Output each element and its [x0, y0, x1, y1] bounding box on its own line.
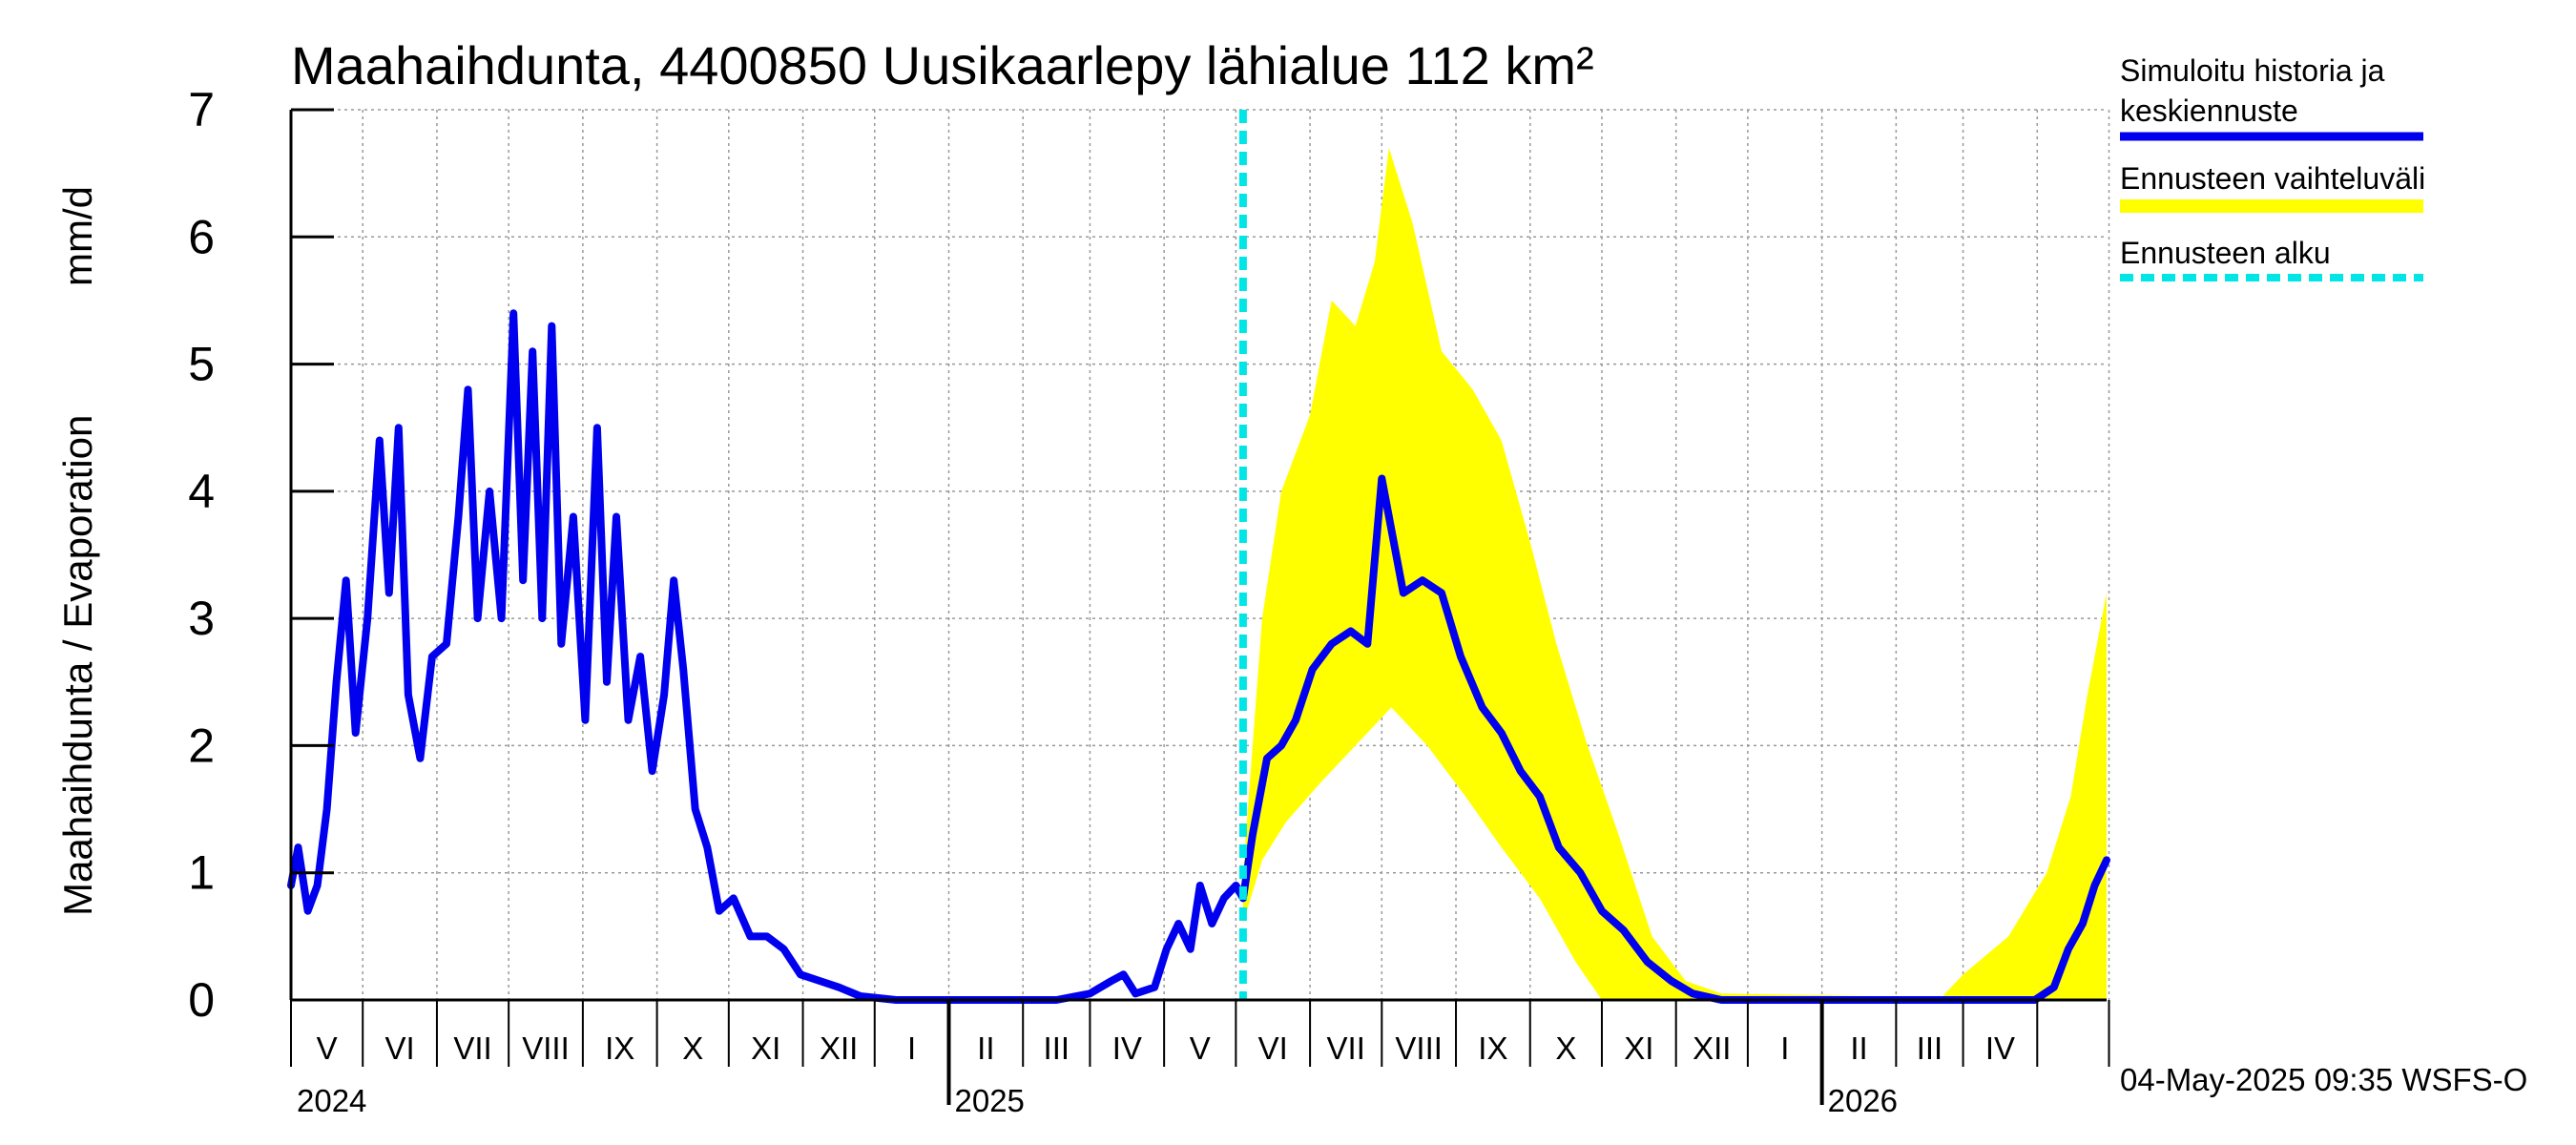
y-tick-label: 0	[188, 973, 215, 1027]
timestamp-footer: 04-May-2025 09:35 WSFS-O	[2120, 1062, 2527, 1097]
month-label: XI	[751, 1030, 780, 1066]
plot-frame	[289, 110, 2107, 1002]
y-tick-label: 7	[188, 83, 215, 136]
month-label: IX	[1478, 1030, 1507, 1066]
legend-label: keskiennuste	[2120, 94, 2298, 128]
year-label: 2026	[1828, 1083, 1898, 1118]
legend-label: Ennusteen alku	[2120, 236, 2331, 270]
y-axis-label: Maahaihdunta / Evaporation	[55, 415, 100, 916]
month-label: XII	[1693, 1030, 1731, 1066]
month-label: IV	[1112, 1030, 1142, 1066]
year-label: 2024	[297, 1083, 366, 1118]
month-label: VII	[453, 1030, 491, 1066]
month-label: X	[682, 1030, 703, 1066]
month-label: IX	[605, 1030, 634, 1066]
series-line	[287, 309, 2110, 1004]
month-label: II	[1850, 1030, 1867, 1066]
year-label: 2025	[954, 1083, 1024, 1118]
x-axis: V VI VII VIII IX X XI XII I II III IV V VI VII VIII IX X X…	[290, 1000, 2110, 1118]
legend: Simuloitu historia ja keskiennuste Ennuste…	[2120, 53, 2425, 281]
forecast-band	[1242, 148, 2107, 1000]
month-label: XII	[820, 1030, 858, 1066]
month-label: II	[977, 1030, 994, 1066]
month-label: III	[1044, 1030, 1070, 1066]
y-axis-unit: mm/d	[55, 186, 100, 286]
month-label: IV	[1985, 1030, 2015, 1066]
month-label: I	[907, 1030, 916, 1066]
month-label: XI	[1624, 1030, 1653, 1066]
legend-label: Simuloitu historia ja	[2120, 53, 2385, 88]
legend-label: Ennusteen vaihteluväli	[2120, 161, 2425, 196]
month-label: VII	[1327, 1030, 1365, 1066]
y-tick-label: 4	[188, 465, 215, 518]
month-label: VIII	[522, 1030, 570, 1066]
y-tick-label: 2	[188, 718, 215, 772]
forecast-range-area	[1242, 148, 2107, 1000]
month-label: VI	[384, 1030, 414, 1066]
month-label: I	[1780, 1030, 1789, 1066]
series-layer	[287, 309, 2110, 1004]
month-label: VI	[1258, 1030, 1288, 1066]
y-tick-label: 1	[188, 846, 215, 900]
month-label: VIII	[1395, 1030, 1443, 1066]
y-tick-label: 6	[188, 210, 215, 263]
y-tick-label: 3	[188, 592, 215, 645]
month-label: X	[1555, 1030, 1576, 1066]
chart-title: Maahaihdunta, 4400850 Uusikaarlepy lähia…	[291, 35, 1594, 95]
month-label: III	[1917, 1030, 1943, 1066]
y-axis: 0 1 2 3 4 5 6 7	[188, 83, 334, 1027]
month-label: V	[317, 1030, 338, 1066]
y-tick-label: 5	[188, 338, 215, 391]
month-label: V	[1190, 1030, 1211, 1066]
grid	[291, 109, 2110, 1000]
